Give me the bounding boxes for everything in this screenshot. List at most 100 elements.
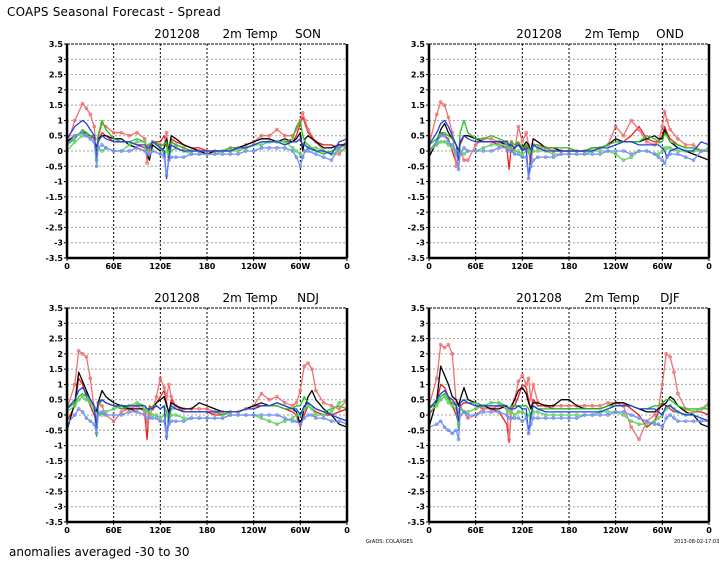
series-point [306, 404, 310, 408]
series-point [111, 130, 116, 135]
series-point [446, 140, 451, 144]
series-point [337, 146, 342, 150]
series-point [314, 140, 318, 144]
series-point [142, 413, 147, 417]
series-point [282, 146, 287, 150]
series-point [691, 143, 696, 147]
series-point [644, 140, 649, 144]
series-point [267, 133, 272, 138]
series-point [621, 133, 626, 138]
series-point [164, 130, 169, 135]
series-point [135, 146, 139, 150]
series-point [205, 407, 209, 411]
series-group [429, 100, 709, 181]
y-tick-label: 2 [57, 350, 63, 359]
series-point [104, 413, 108, 417]
y-tick-label: 3 [57, 319, 63, 328]
series-point [228, 413, 233, 417]
series-point [80, 130, 85, 135]
series-point [84, 355, 89, 359]
series-point [169, 155, 174, 159]
series-point [67, 422, 69, 426]
series-point [100, 143, 104, 147]
chart-panel-ond: 3.532.521.510.50-0.5-1-1.5-2-2.5-3-3.50 6… [408, 27, 713, 271]
series-point [567, 404, 571, 408]
series-point [590, 413, 595, 417]
series-point [481, 149, 486, 153]
y-tick-label: 1 [419, 116, 425, 125]
panel-title-variable: 2m Temp [222, 291, 277, 305]
x-tick-label: 180 [561, 262, 578, 271]
series-point [275, 146, 279, 150]
chart-panel-son: 3.532.521.510.50-0.5-1-1.5-2-2.5-3-3.50 6… [46, 27, 351, 271]
series-point [100, 404, 104, 408]
series-point [329, 158, 334, 162]
series-point [683, 419, 688, 423]
series-point [119, 130, 124, 135]
series-point [321, 416, 326, 420]
series-point [251, 413, 256, 417]
series-point [497, 146, 501, 150]
series-point [507, 437, 511, 442]
series-point [466, 413, 470, 417]
y-tick-label: 0.5 [49, 132, 64, 141]
series-point [489, 136, 494, 141]
series-point [683, 155, 688, 159]
series-point [321, 155, 326, 159]
series-point [662, 161, 667, 166]
series-point [72, 140, 77, 144]
series-point [668, 146, 672, 150]
series-point [606, 400, 610, 405]
series-point [135, 400, 139, 405]
series-point [259, 133, 264, 138]
series-point [598, 413, 602, 417]
series-point [660, 382, 665, 387]
series-point [629, 425, 634, 430]
x-tick-label: 0 [344, 526, 350, 535]
series-point [267, 146, 272, 150]
series-point [104, 146, 108, 150]
y-tick-label: 1.5 [411, 365, 426, 374]
series-point [462, 152, 466, 156]
series-point [660, 149, 665, 153]
series-point [473, 143, 478, 147]
series-point [306, 127, 310, 132]
series-point [282, 400, 287, 405]
series-point [442, 345, 447, 350]
series-point [290, 404, 295, 408]
series-point [164, 394, 169, 399]
series-point [197, 407, 202, 411]
series-point [100, 410, 104, 414]
series-point [529, 397, 533, 402]
series-point [629, 152, 634, 156]
series-point [613, 149, 618, 153]
series-point [267, 397, 272, 402]
y-tick-label: -3.5 [408, 254, 426, 263]
series-point [531, 416, 536, 420]
y-tick-label: 2 [419, 86, 425, 95]
series-point [127, 133, 132, 138]
series-point [644, 419, 649, 423]
series-point [509, 149, 514, 153]
x-tick-label: 0 [64, 526, 70, 535]
series-point [96, 413, 100, 417]
series-point [169, 413, 174, 417]
series-point [92, 422, 97, 426]
y-tick-label: -2.5 [408, 223, 426, 232]
series-point [442, 133, 447, 138]
series-point [434, 140, 439, 144]
series-point [67, 407, 69, 411]
series-point [582, 152, 587, 156]
series-point [512, 152, 517, 156]
series-point [236, 413, 240, 417]
y-tick-label: -2.5 [46, 487, 64, 496]
y-tick-label: -1.5 [46, 457, 64, 466]
panel-title-season: DJF [660, 291, 680, 305]
x-tick-label: 60E [105, 262, 122, 271]
series-point [606, 413, 610, 417]
series-point [67, 143, 69, 147]
chart-panel-ndj: 3.532.521.510.50-0.5-1-1.5-2-2.5-3-3.50 6… [46, 291, 351, 535]
x-tick-label: 120E [149, 526, 171, 535]
series-point [489, 143, 494, 147]
x-tick-label: 60E [467, 526, 484, 535]
